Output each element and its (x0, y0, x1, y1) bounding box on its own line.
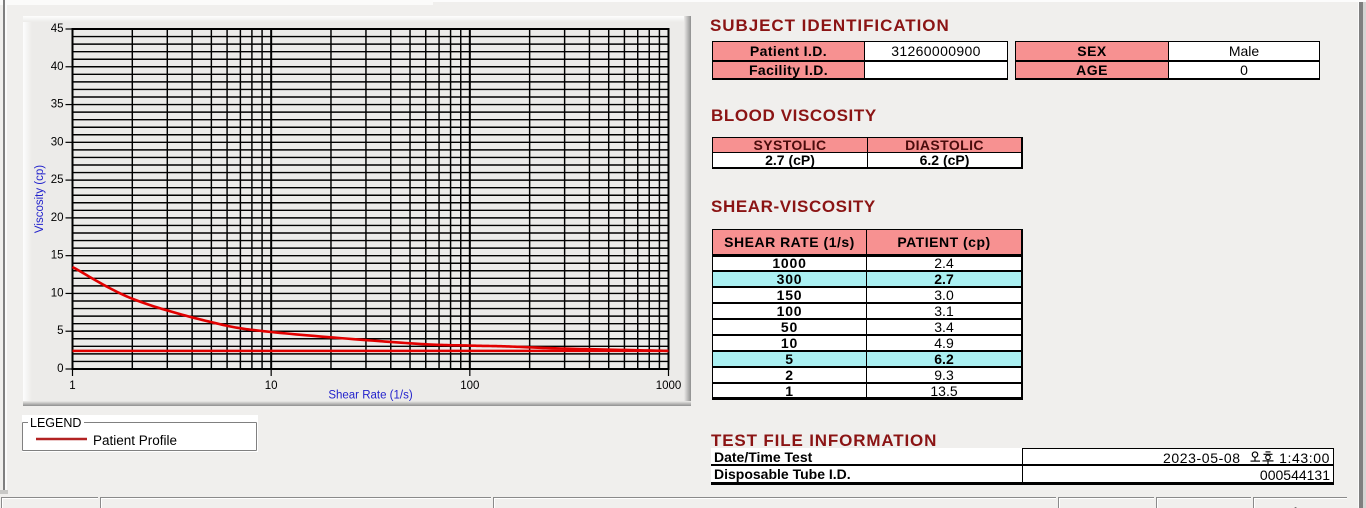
svg-text:5: 5 (57, 325, 63, 337)
svg-text:35: 35 (51, 99, 64, 111)
svg-text:1000: 1000 (656, 380, 682, 392)
svg-text:10: 10 (51, 287, 64, 299)
svg-text:0: 0 (57, 363, 63, 375)
svg-text:Viscosity (cp): Viscosity (cp) (34, 165, 46, 233)
svg-text:15: 15 (51, 250, 64, 262)
svg-text:Shear Rate (1/s): Shear Rate (1/s) (328, 390, 413, 402)
svg-text:30: 30 (51, 136, 64, 148)
svg-text:25: 25 (51, 174, 64, 186)
svg-text:10: 10 (265, 380, 278, 392)
svg-text:40: 40 (51, 61, 64, 73)
svg-text:45: 45 (51, 23, 64, 35)
svg-text:1: 1 (69, 380, 75, 392)
svg-text:100: 100 (460, 380, 479, 392)
svg-text:20: 20 (51, 212, 64, 224)
